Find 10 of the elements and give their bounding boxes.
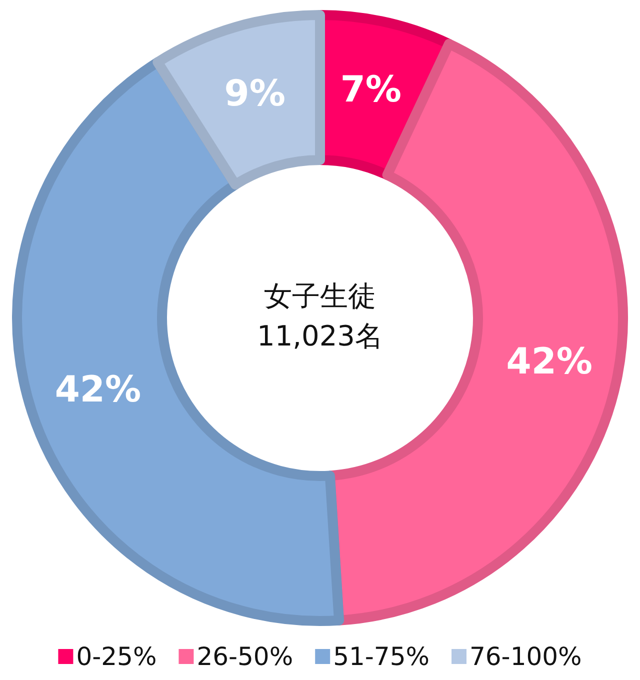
data-label: 9% bbox=[224, 73, 286, 114]
legend-label: 51-75% bbox=[333, 642, 430, 671]
data-label: 42% bbox=[54, 370, 142, 411]
legend-label: 26-50% bbox=[196, 642, 294, 671]
text: 女子生徒 bbox=[264, 280, 376, 312]
data-label: 42% bbox=[506, 341, 592, 382]
data-label: 7% bbox=[340, 70, 402, 111]
legend-label: 0-25% bbox=[76, 642, 157, 671]
legend-label: 76-100% bbox=[469, 642, 582, 671]
text: 11,023名 bbox=[257, 320, 383, 352]
